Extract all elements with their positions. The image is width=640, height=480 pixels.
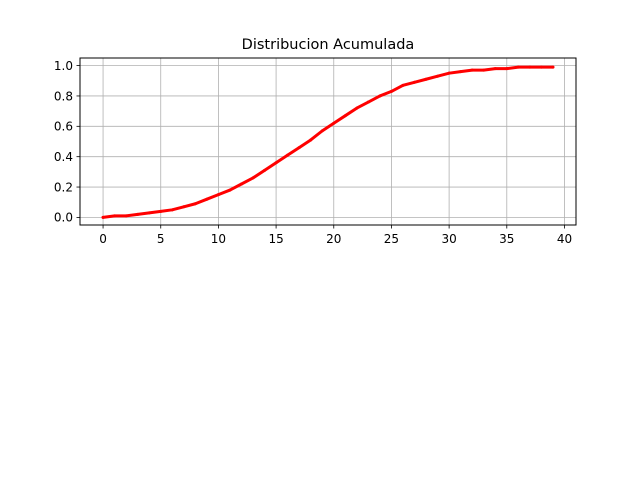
- data-point: [539, 65, 543, 69]
- y-tick-label: 0.0: [54, 211, 73, 225]
- data-point: [170, 208, 174, 212]
- x-tick-label: 5: [157, 232, 165, 246]
- data-point: [505, 67, 509, 71]
- data-point: [332, 121, 336, 125]
- data-point: [389, 89, 393, 93]
- x-tick-label: 10: [211, 232, 226, 246]
- ticks: 0 5 10 15 20 25 30 35 40 0.0 0.2 0.4 0.6 0.8 1.0: [54, 59, 572, 246]
- data-point: [205, 197, 209, 201]
- y-tick-label: 0.8: [54, 89, 73, 103]
- data-point: [551, 65, 555, 69]
- x-tick-label: 35: [499, 232, 514, 246]
- data-point: [413, 80, 417, 84]
- data-point: [309, 138, 313, 142]
- data-point: [274, 161, 278, 165]
- data-point: [528, 65, 532, 69]
- data-point: [228, 188, 232, 192]
- y-tick-label: 0.6: [54, 120, 73, 134]
- data-point: [216, 193, 220, 197]
- data-point: [136, 212, 140, 216]
- x-tick-label: 25: [384, 232, 399, 246]
- data-point: [516, 65, 520, 69]
- data-point: [320, 129, 324, 133]
- chart-title: Distribucion Acumulada: [242, 37, 415, 53]
- data-point: [378, 94, 382, 98]
- data-point: [182, 205, 186, 209]
- data-point: [251, 176, 255, 180]
- y-tick-label: 0.4: [54, 150, 73, 164]
- series-line: [101, 65, 555, 219]
- x-tick-label: 15: [268, 232, 283, 246]
- data-point: [286, 153, 290, 157]
- data-point: [159, 209, 163, 213]
- data-point: [493, 67, 497, 71]
- data-point: [424, 77, 428, 81]
- data-point: [113, 214, 117, 218]
- x-tick-label: 20: [326, 232, 341, 246]
- x-tick-label: 40: [557, 232, 572, 246]
- data-point: [436, 74, 440, 78]
- x-tick-label: 0: [99, 232, 107, 246]
- y-tick-label: 1.0: [54, 59, 73, 73]
- data-point: [193, 202, 197, 206]
- data-point: [447, 71, 451, 75]
- data-point: [297, 146, 301, 150]
- x-tick-label: 30: [441, 232, 456, 246]
- y-tick-label: 0.2: [54, 180, 73, 194]
- data-point: [343, 114, 347, 118]
- data-point: [366, 100, 370, 104]
- data-point: [147, 211, 151, 215]
- data-point: [470, 68, 474, 72]
- data-point: [239, 182, 243, 186]
- data-point: [355, 106, 359, 110]
- data-point: [482, 68, 486, 72]
- data-point: [263, 168, 267, 172]
- data-point: [101, 215, 105, 219]
- data-point: [124, 214, 128, 218]
- data-point: [401, 83, 405, 87]
- axes-frame: [79, 57, 577, 226]
- data-point: [459, 70, 463, 74]
- series-layer: [101, 65, 555, 219]
